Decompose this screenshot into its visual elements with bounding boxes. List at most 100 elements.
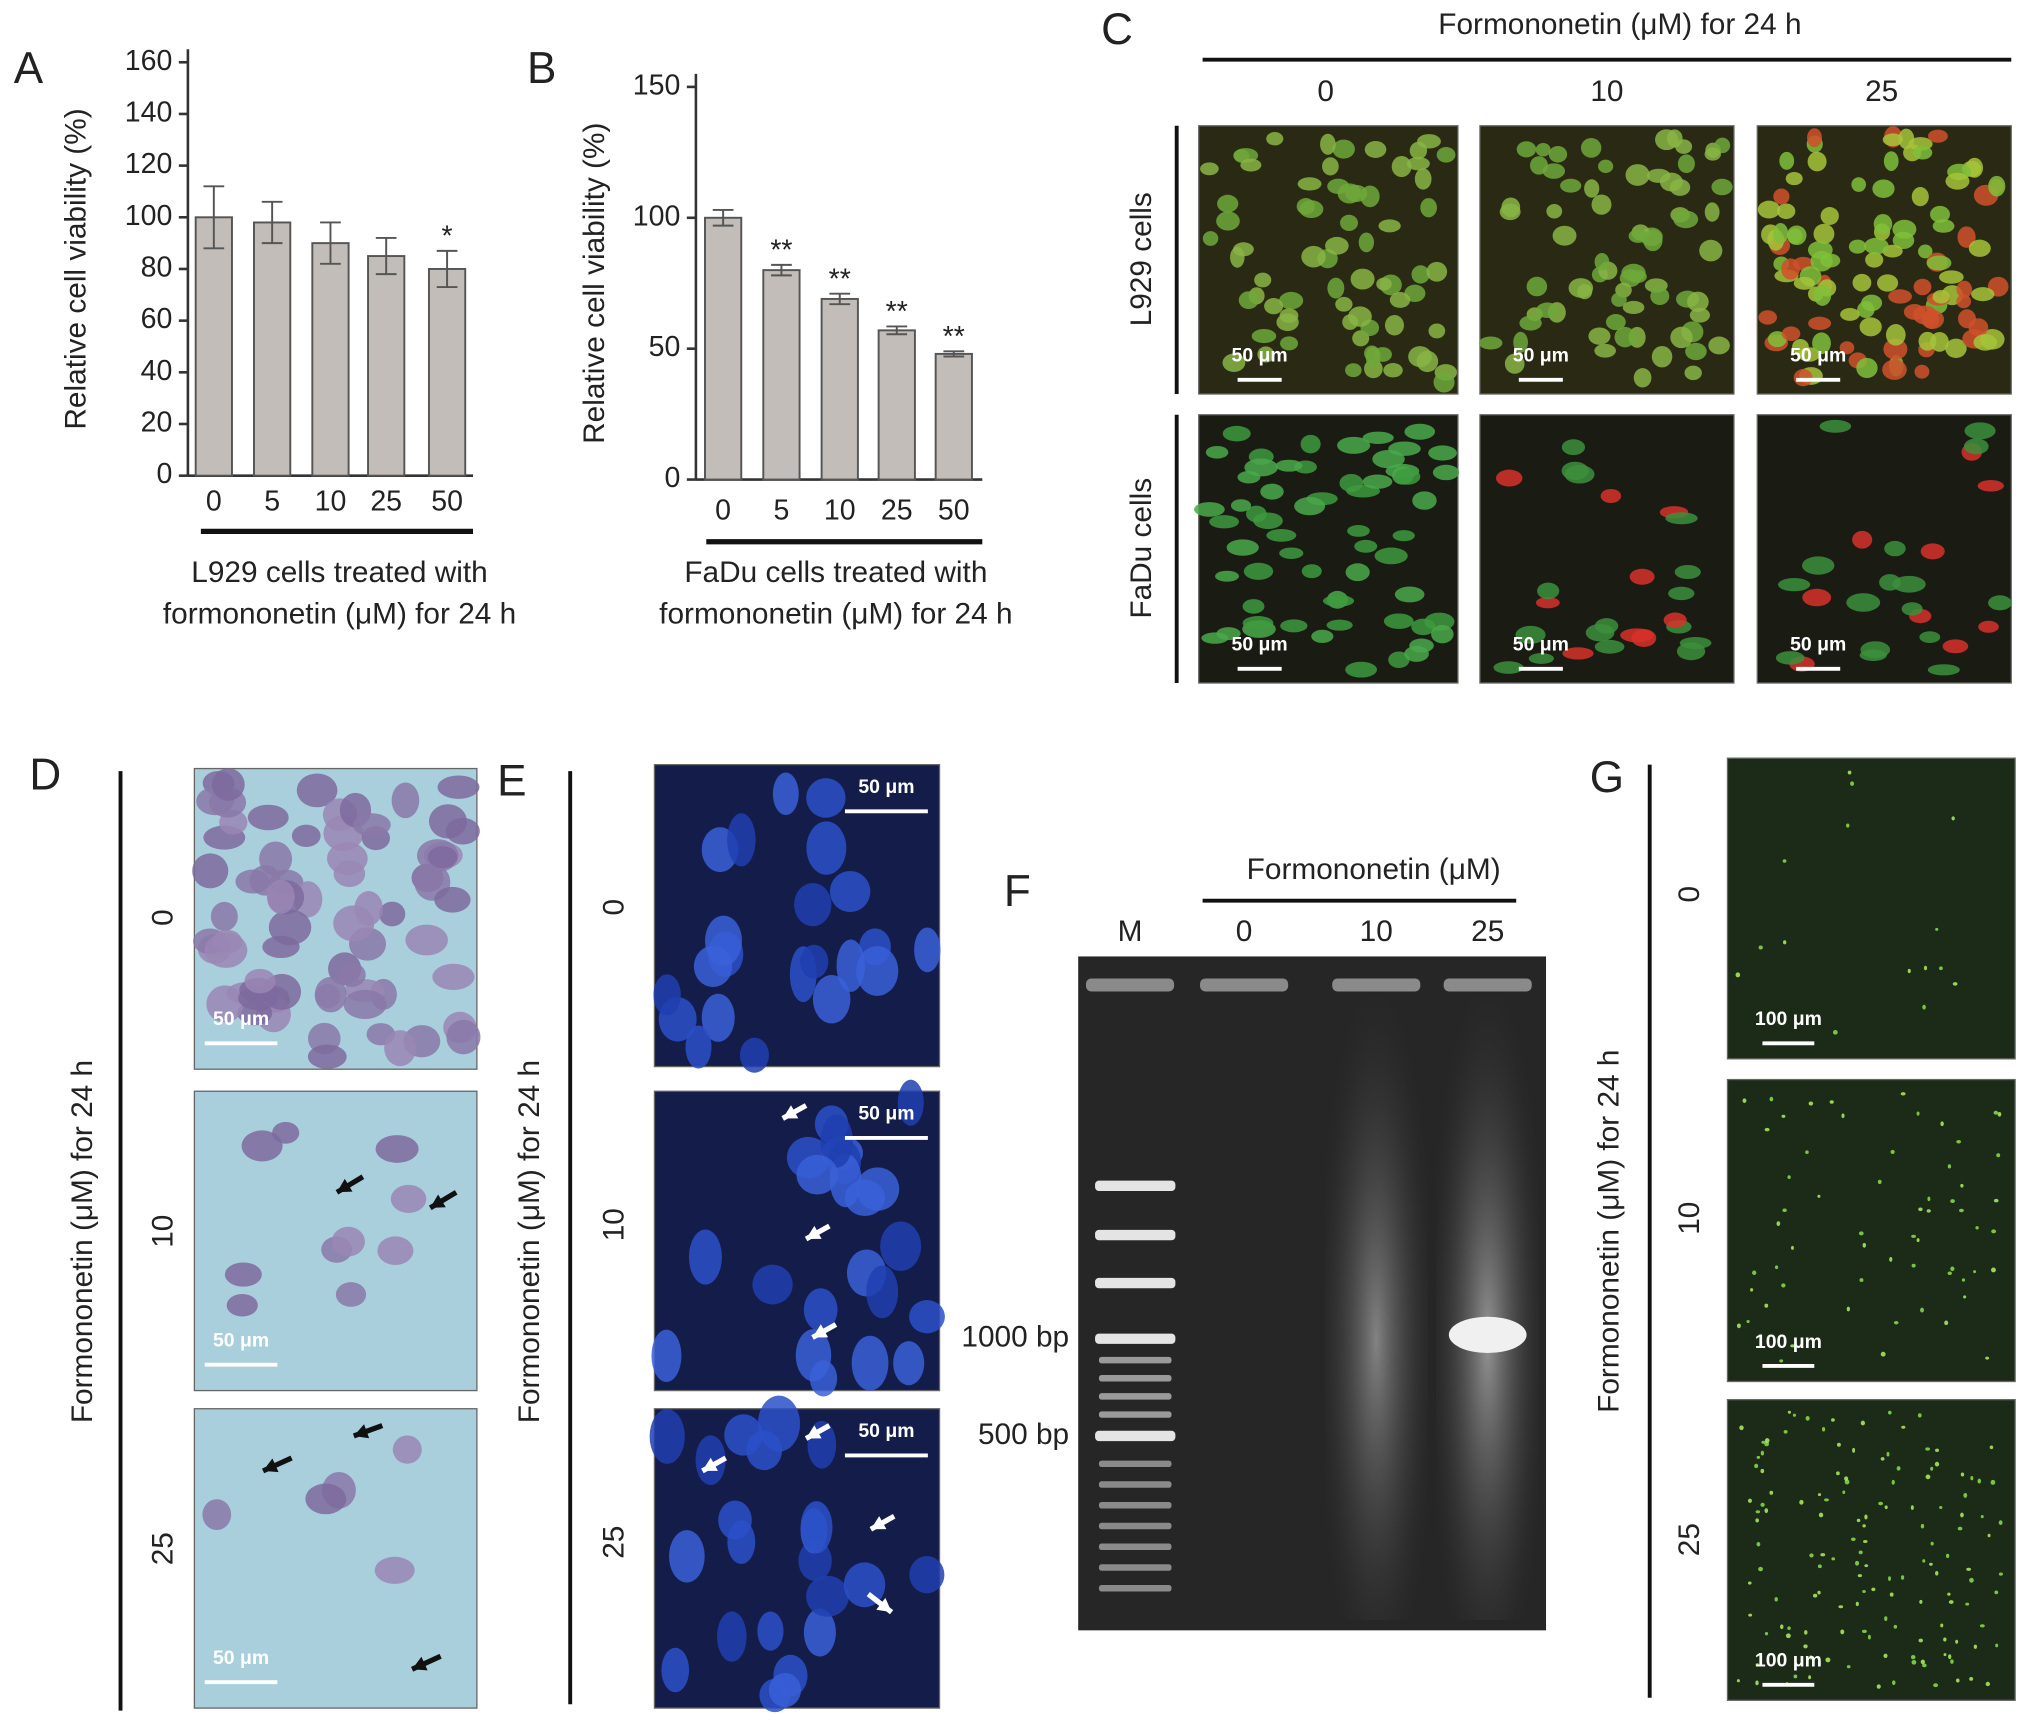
cell (812, 975, 851, 1024)
cell (1668, 586, 1695, 601)
cell (820, 1114, 853, 1168)
cell (1758, 1566, 1763, 1572)
cell (1792, 1413, 1797, 1417)
cell (1787, 1410, 1791, 1414)
row-label: 0 (1673, 886, 1706, 903)
cell (1961, 1278, 1966, 1282)
ladder-band (1098, 1522, 1172, 1530)
scale-bar-label: 50 μm (213, 1329, 269, 1351)
cell (1878, 1501, 1884, 1506)
lane-label: 0 (1236, 915, 1253, 948)
cell (1969, 1577, 1974, 1583)
cell (405, 924, 448, 956)
cell (1910, 1654, 1916, 1660)
cell (1824, 1498, 1829, 1502)
cell (1944, 1320, 1949, 1326)
cell (1864, 1514, 1868, 1520)
cell (1783, 940, 1787, 945)
cell (1955, 1678, 1960, 1683)
cell (1674, 565, 1701, 579)
cell (866, 1265, 899, 1319)
cell (1846, 1306, 1851, 1312)
cell (1856, 1518, 1861, 1523)
cell (1257, 346, 1275, 363)
cell (1919, 1599, 1923, 1604)
cell (1852, 273, 1872, 292)
cell (1209, 515, 1240, 529)
cell (335, 1282, 367, 1307)
cell (1392, 530, 1415, 542)
cell (1244, 458, 1278, 477)
ladder-band (1098, 1481, 1172, 1488)
cell (210, 901, 238, 932)
x-tick-label: 25 (370, 485, 402, 517)
cell (1782, 859, 1787, 863)
cell (1230, 499, 1252, 512)
cell (1748, 1613, 1753, 1617)
cell (693, 945, 733, 988)
cell (1791, 1245, 1794, 1250)
cell (1832, 1030, 1838, 1035)
cell (1859, 317, 1882, 337)
scale-bar-label: 50 μm (858, 776, 914, 798)
cell (1358, 232, 1375, 253)
cell (1194, 502, 1225, 517)
cell (1584, 179, 1600, 198)
error-bar (829, 292, 851, 306)
cell (432, 963, 475, 990)
cell (1781, 1114, 1786, 1118)
cell (1773, 222, 1789, 244)
cell (829, 870, 871, 913)
cell (1591, 194, 1612, 215)
arrow-head (263, 1458, 279, 1473)
cell (1977, 1478, 1982, 1484)
cell (1311, 629, 1334, 643)
cell (1345, 661, 1378, 678)
cell (1872, 179, 1895, 198)
cell (1301, 245, 1326, 268)
panel-title: Formononetin (μM) for 24 h (1438, 8, 1801, 41)
cell (1266, 132, 1284, 146)
cell (1876, 1684, 1881, 1689)
cell (1391, 156, 1412, 178)
cell (1956, 280, 1973, 299)
cell (1200, 162, 1219, 176)
micrograph (1478, 125, 1735, 395)
cell (1930, 1466, 1934, 1471)
cell (844, 1179, 885, 1216)
cell (1320, 133, 1336, 155)
row-label: 0 (146, 909, 179, 926)
cell (795, 1329, 832, 1382)
cell (1404, 423, 1436, 440)
cell (291, 824, 321, 848)
scale-bar-label: 100 μm (1755, 1650, 1822, 1672)
micrograph (1479, 414, 1735, 684)
cell (1793, 276, 1815, 290)
cell (1752, 1270, 1757, 1275)
cell (1973, 334, 1998, 351)
scale-bar-label: 100 μm (1755, 1008, 1822, 1030)
cell (1911, 1234, 1916, 1238)
cell (1428, 445, 1457, 461)
cell (1865, 252, 1884, 268)
y-tick-label: 160 (125, 45, 173, 77)
cell (1431, 625, 1454, 644)
well (1443, 978, 1532, 992)
cell (1817, 1590, 1821, 1595)
micrograph (193, 1408, 478, 1709)
cell (1279, 291, 1304, 310)
cell (1714, 137, 1731, 154)
cell (1940, 1121, 1944, 1127)
cell (1650, 287, 1670, 306)
cell (1736, 1679, 1740, 1683)
panel-label: C (1101, 5, 1133, 54)
y-axis-label: Relative cell viability (%) (60, 108, 93, 429)
cell (212, 929, 243, 954)
bar (762, 269, 801, 481)
cell (1764, 1508, 1769, 1514)
cell (1799, 1499, 1804, 1505)
cell (1948, 1654, 1952, 1660)
cell (1792, 339, 1809, 356)
cell (1275, 459, 1303, 472)
